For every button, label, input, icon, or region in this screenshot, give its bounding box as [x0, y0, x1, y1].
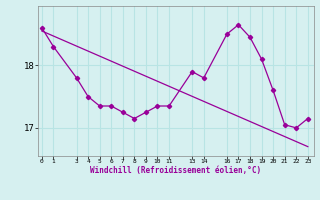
X-axis label: Windchill (Refroidissement éolien,°C): Windchill (Refroidissement éolien,°C) — [91, 166, 261, 175]
